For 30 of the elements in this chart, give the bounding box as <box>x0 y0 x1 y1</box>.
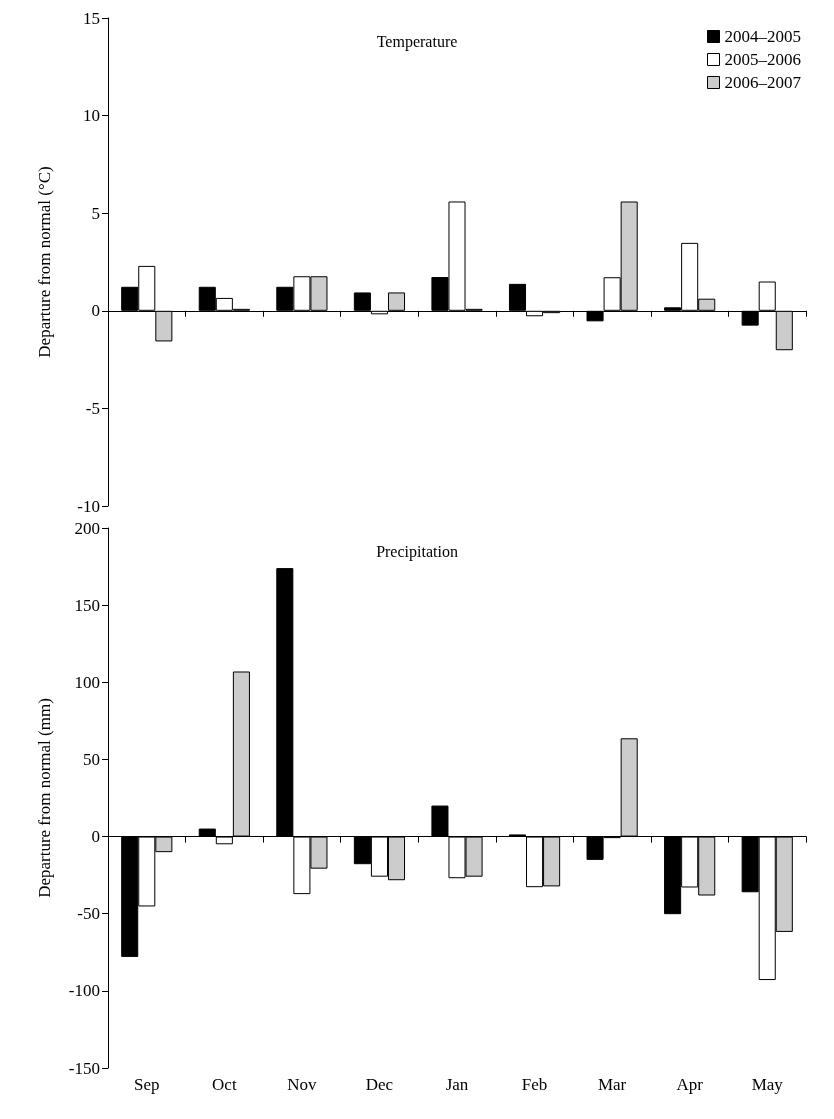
y-tick-label: 0 <box>91 827 100 847</box>
y-tick-label: -5 <box>85 398 100 418</box>
y-tick-label: 50 <box>83 749 100 769</box>
y-tick-label: 0 <box>91 301 100 321</box>
y-tick-label: -50 <box>77 904 100 924</box>
y-tick-label: 200 <box>74 518 100 538</box>
x-tick-label: Jan <box>445 1075 469 1094</box>
legend-label: 2006–2007 <box>724 73 802 92</box>
y-tick-label: 100 <box>74 672 100 692</box>
x-tick-label: Nov <box>287 1075 318 1094</box>
x-tick-label: May <box>751 1075 784 1094</box>
x-tick-label: Mar <box>597 1075 627 1094</box>
legend-label: 2004–2005 <box>724 27 801 46</box>
y-tick-label: -10 <box>77 496 100 516</box>
y-tick-label: 150 <box>74 595 100 615</box>
text: Temperature <box>376 32 458 51</box>
y-tick-label: 10 <box>83 106 100 126</box>
x-tick-label: Oct <box>212 1075 237 1094</box>
legend-label: 2005–2006 <box>724 50 801 69</box>
text: Precipitation <box>376 542 458 561</box>
x-tick-label: Apr <box>676 1075 704 1094</box>
y-tick-label: -100 <box>68 981 100 1001</box>
x-tick-label: Sep <box>134 1075 160 1094</box>
y-axis-title: Departure from normal (mm) <box>35 698 54 898</box>
y-axis-title: Departure from normal (°C) <box>35 166 54 358</box>
x-tick-label: Feb <box>521 1075 548 1094</box>
y-tick-label: -150 <box>68 1058 100 1078</box>
y-tick-label: 15 <box>83 8 100 28</box>
y-tick-label: 5 <box>91 203 100 223</box>
x-tick-label: Dec <box>365 1075 394 1094</box>
